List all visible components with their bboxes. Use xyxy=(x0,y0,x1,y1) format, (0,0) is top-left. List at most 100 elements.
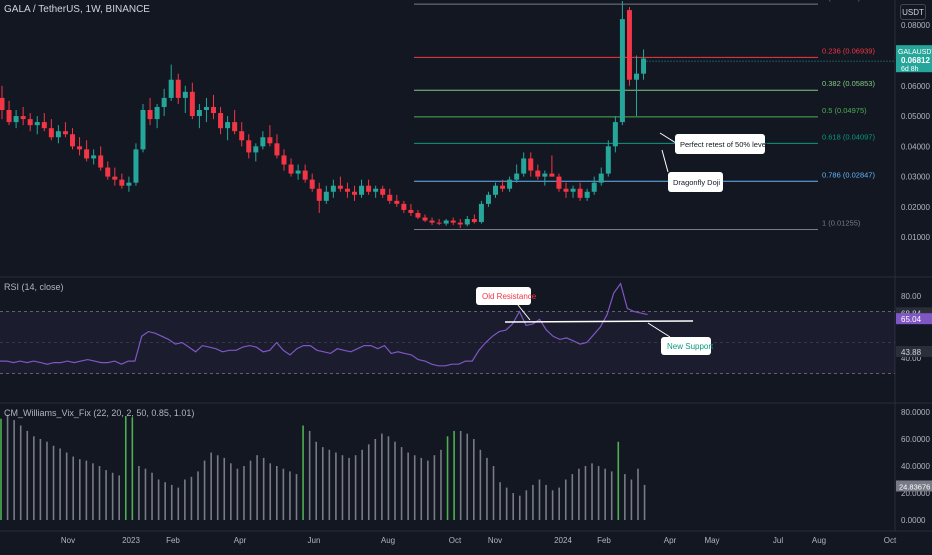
time-tick-label: Jul xyxy=(773,536,783,545)
price-tick-label: 0.08000 xyxy=(901,21,930,30)
candle-body xyxy=(514,173,520,180)
vix-tick-label: 60.0000 xyxy=(901,435,930,444)
candle-body xyxy=(253,146,259,153)
candle-body xyxy=(337,185,343,189)
candle-body xyxy=(373,188,379,192)
vix-value-tag xyxy=(896,480,932,492)
candlestick-series[interactable] xyxy=(0,0,647,229)
candle-body xyxy=(98,155,104,168)
candle-body xyxy=(182,91,188,98)
candle-body xyxy=(288,164,294,174)
annotations[interactable]: Old Resistance New Support Perfect retest … xyxy=(476,132,768,355)
vix-current-value: 24.83676 xyxy=(899,482,930,491)
candle-body xyxy=(591,182,597,192)
candle-body xyxy=(457,222,463,225)
candle-body xyxy=(563,188,569,192)
price-tick-label: 0.05000 xyxy=(901,112,930,121)
candle-body xyxy=(528,158,534,171)
rsi-title[interactable]: RSI (14, close) xyxy=(4,282,64,292)
candle-body xyxy=(27,119,33,126)
candle-body xyxy=(436,222,442,224)
candle-body xyxy=(295,170,301,174)
candle-body xyxy=(535,170,541,177)
fib-level-label: 0 (0.08695) xyxy=(822,0,861,2)
candle-body xyxy=(408,209,414,213)
candle-body xyxy=(168,79,174,98)
price-tick-label: 0.02000 xyxy=(901,203,930,212)
fib-level-label: 0.786 (0.02847) xyxy=(822,170,875,179)
price-axis[interactable]: 0.080000.070000.060000.050000.040000.030… xyxy=(646,21,932,242)
candle-body xyxy=(507,179,513,189)
candle-body xyxy=(309,179,315,189)
candle-body xyxy=(105,167,111,177)
candle-body xyxy=(281,155,287,165)
time-tick-label: Nov xyxy=(61,536,75,545)
candle-body xyxy=(605,146,611,174)
candle-body xyxy=(359,185,365,195)
currency-button[interactable]: USDT xyxy=(900,4,926,20)
retest-box xyxy=(675,134,765,154)
candle-body xyxy=(464,219,470,225)
candle-body xyxy=(556,176,562,189)
old-resistance-box xyxy=(476,287,531,305)
candle-body xyxy=(62,131,68,135)
candle-body xyxy=(147,110,153,120)
candle-body xyxy=(443,220,449,224)
rsi-current-value: 65.04 xyxy=(901,315,922,324)
candle-body xyxy=(70,134,75,147)
last-price-value: 0.06812 xyxy=(901,56,930,65)
candle-body xyxy=(246,140,252,153)
candle-body xyxy=(161,97,167,107)
candle-body xyxy=(626,10,632,80)
time-tick-label: 2024 xyxy=(554,536,572,545)
candle-body xyxy=(77,146,83,150)
rsi-tick-label: 40.00 xyxy=(901,354,922,363)
time-axis[interactable]: Nov 2023 Feb Apr Jun Aug Oct Nov 2024 Feb Apr May Ju… xyxy=(61,536,897,545)
time-tick-label: Feb xyxy=(597,536,611,545)
rsi-value-tag xyxy=(896,313,932,325)
candle-body xyxy=(133,149,139,183)
doji-box xyxy=(668,172,723,192)
candle-body xyxy=(344,188,350,192)
countdown-label: 6d 8h xyxy=(901,66,919,73)
vix-pane[interactable]: 80.0000 60.0000 40.0000 20.0000 0.0000 24.836… xyxy=(0,408,932,525)
rsi-lower-value: 43.88 xyxy=(901,348,922,357)
candle-body xyxy=(366,185,372,192)
time-tick-label: May xyxy=(704,536,719,545)
candle-body xyxy=(6,110,12,123)
resistance-support-line xyxy=(504,320,694,323)
time-tick-label: Apr xyxy=(664,536,677,545)
retest-pointer xyxy=(659,132,677,144)
candle-body xyxy=(302,170,308,180)
price-tick-label: 0.06000 xyxy=(901,82,930,91)
candle-body xyxy=(55,131,61,138)
vix-tick-label: 40.0000 xyxy=(901,462,930,471)
candle-body xyxy=(429,220,435,223)
candle-body xyxy=(126,182,132,186)
candle-body xyxy=(13,116,19,123)
candle-body xyxy=(387,194,393,201)
time-tick-label: Feb xyxy=(166,536,180,545)
candle-body xyxy=(175,79,181,98)
chart-title: GALA / TetherUS, 1W, BINANCE xyxy=(4,4,150,15)
candle-body xyxy=(91,155,97,159)
vix-title[interactable]: CM_Williams_Vix_Fix (22, 20, 2, 50, 0.85… xyxy=(4,408,195,418)
doji-pointer xyxy=(661,149,669,173)
fib-level-label: 0.618 (0.04097) xyxy=(822,132,875,141)
candle-body xyxy=(577,188,583,198)
time-tick-label: 2023 xyxy=(122,536,140,545)
candle-body xyxy=(478,203,484,223)
candle-body xyxy=(119,179,125,186)
candle-body xyxy=(260,137,266,147)
candle-body xyxy=(203,106,209,111)
candle-body xyxy=(316,188,322,201)
candle-body xyxy=(471,219,477,223)
time-tick-label: Aug xyxy=(812,536,826,545)
fib-level-label: 1 (0.01255) xyxy=(822,218,861,227)
candle-body xyxy=(48,128,54,138)
candle-body xyxy=(189,91,195,117)
rsi-upper-tag xyxy=(896,307,932,319)
